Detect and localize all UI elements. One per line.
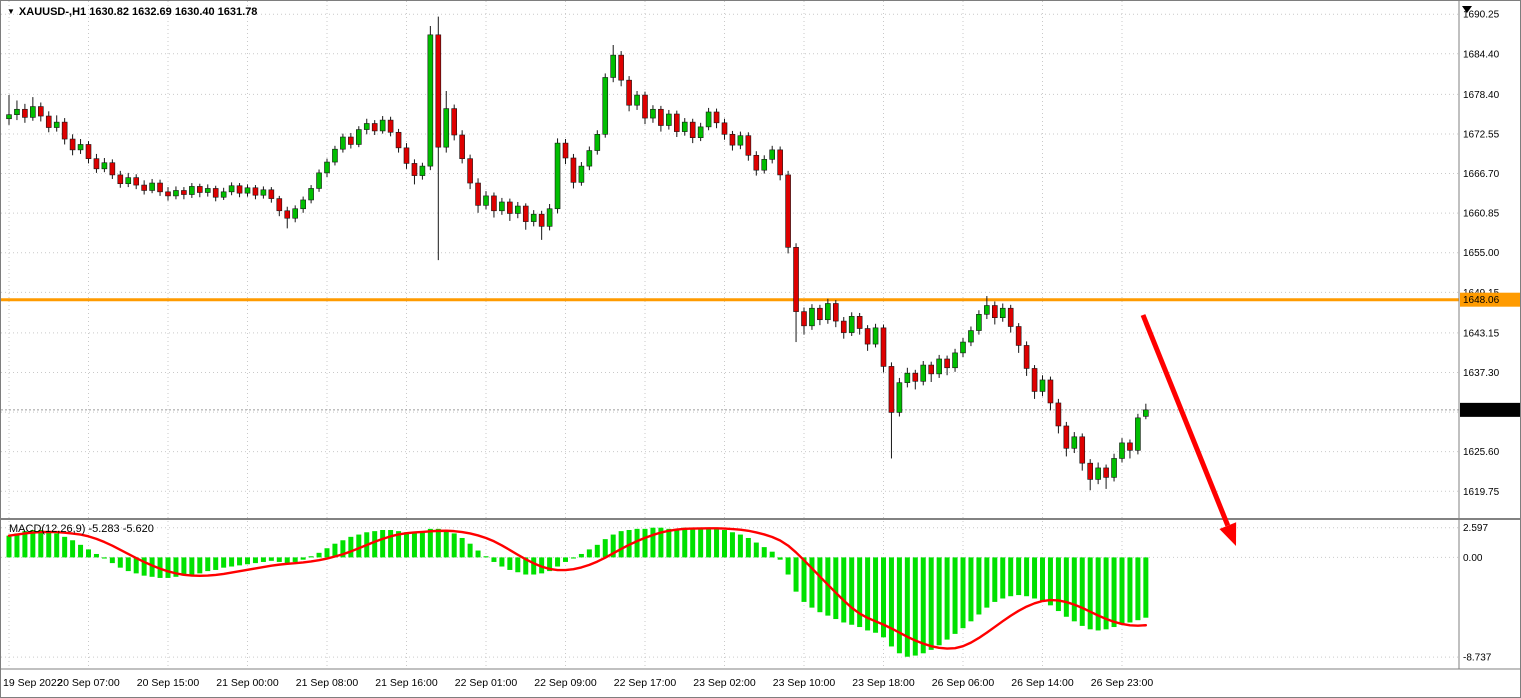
svg-text:22 Sep 09:00: 22 Sep 09:00 <box>534 677 597 689</box>
svg-text:26 Sep 06:00: 26 Sep 06:00 <box>932 677 995 689</box>
svg-text:1660.85: 1660.85 <box>1463 209 1500 220</box>
current-price-tag: 1631.78 <box>1460 402 1520 417</box>
trend-arrow-line[interactable] <box>1140 314 1231 527</box>
svg-text:1672.55: 1672.55 <box>1463 129 1500 140</box>
svg-text:1678.40: 1678.40 <box>1463 90 1500 101</box>
macd-legend: MACD(12,26,9) -5.283 -5.620 <box>9 523 154 535</box>
svg-text:23 Sep 18:00: 23 Sep 18:00 <box>852 677 915 689</box>
symbol-dropdown-icon[interactable]: ▼ <box>7 7 15 16</box>
svg-text:1684.40: 1684.40 <box>1463 49 1500 60</box>
svg-text:21 Sep 08:00: 21 Sep 08:00 <box>296 677 359 689</box>
svg-text:1648.06: 1648.06 <box>1463 295 1500 306</box>
svg-text:26 Sep 23:00: 26 Sep 23:00 <box>1091 677 1154 689</box>
chart-legend: ▼ XAUUSD-,H1 1630.82 1632.69 1630.40 163… <box>7 6 257 18</box>
trend-arrow-head[interactable] <box>1219 522 1237 546</box>
symbol-ohlc-text: XAUUSD-,H1 1630.82 1632.69 1630.40 1631.… <box>18 6 258 18</box>
svg-text:1619.75: 1619.75 <box>1463 487 1500 498</box>
chart-shift-marker[interactable] <box>1462 6 1472 13</box>
svg-text:22 Sep 01:00: 22 Sep 01:00 <box>455 677 518 689</box>
hline-price-tag: 1648.06 <box>1460 292 1520 307</box>
svg-text:1666.70: 1666.70 <box>1463 169 1500 180</box>
svg-text:19 Sep 2022: 19 Sep 2022 <box>3 677 63 689</box>
svg-text:23 Sep 02:00: 23 Sep 02:00 <box>693 677 756 689</box>
svg-text:1637.30: 1637.30 <box>1463 368 1500 379</box>
grid <box>1 1 1459 669</box>
svg-text:23 Sep 10:00: 23 Sep 10:00 <box>773 677 836 689</box>
svg-text:0.00: 0.00 <box>1463 553 1483 564</box>
svg-text:1631.78: 1631.78 <box>1463 405 1500 416</box>
macd-histogram <box>6 527 1149 657</box>
svg-text:1655.00: 1655.00 <box>1463 248 1500 259</box>
panel-separator[interactable] <box>1 518 1521 520</box>
svg-text:2.597: 2.597 <box>1463 523 1488 534</box>
svg-text:21 Sep 16:00: 21 Sep 16:00 <box>375 677 438 689</box>
svg-text:22 Sep 17:00: 22 Sep 17:00 <box>614 677 677 689</box>
svg-text:26 Sep 14:00: 26 Sep 14:00 <box>1011 677 1074 689</box>
svg-text:1643.15: 1643.15 <box>1463 328 1500 339</box>
svg-text:20 Sep 15:00: 20 Sep 15:00 <box>137 677 200 689</box>
candles[interactable] <box>6 16 1149 491</box>
macd-signal-line <box>7 527 1148 650</box>
svg-text:21 Sep 00:00: 21 Sep 00:00 <box>216 677 279 689</box>
price-axis-labels[interactable]: 1690.25 1684.40 1678.40 1672.55 1666.70 1660.… <box>1463 10 1500 664</box>
svg-text:1690.25: 1690.25 <box>1463 10 1500 21</box>
svg-text:1625.60: 1625.60 <box>1463 447 1500 458</box>
svg-text:-8.737: -8.737 <box>1463 653 1492 664</box>
svg-text:20 Sep 07:00: 20 Sep 07:00 <box>57 677 120 689</box>
